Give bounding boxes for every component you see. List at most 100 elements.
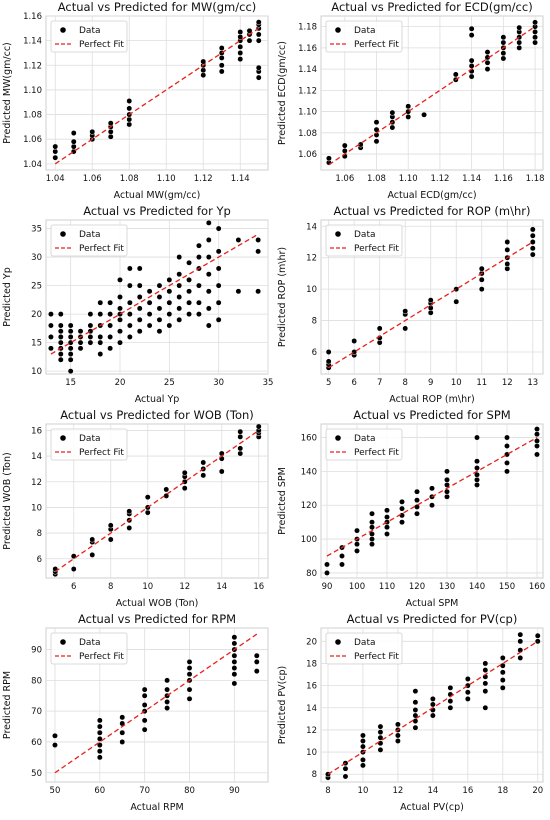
data-point: [384, 524, 390, 531]
data-point: [231, 652, 238, 659]
data-point: [474, 465, 480, 471]
data-point: [57, 311, 64, 318]
y-axis-label: Predicted PV(cp): [277, 666, 288, 745]
data-point: [534, 632, 541, 639]
x-tick-label: 150: [499, 582, 515, 592]
y-tick-label: 14: [306, 222, 317, 232]
y-tick-label: 8: [312, 317, 317, 327]
data-point: [107, 333, 114, 340]
x-tick-label: 1.06: [83, 174, 102, 184]
data-point: [215, 248, 222, 255]
data-point: [126, 299, 133, 306]
data-point: [166, 311, 173, 318]
data-point: [325, 155, 332, 162]
data-point: [325, 349, 332, 355]
legend-data-label: Data: [354, 230, 376, 240]
data-point: [325, 358, 332, 365]
x-tick-label: 25: [164, 378, 175, 388]
y-tick-label: 100: [301, 535, 317, 545]
x-tick-label: 1.18: [526, 174, 545, 184]
legend-data-marker: [60, 231, 66, 237]
data-point: [126, 265, 133, 272]
data-point: [77, 345, 84, 352]
x-tick-label: 12: [392, 786, 403, 796]
data-point: [482, 688, 489, 695]
x-tick-label: 12: [502, 378, 513, 388]
data-point: [52, 148, 59, 155]
x-tick-label: 1.14: [231, 174, 250, 184]
x-tick-label: 1.08: [120, 174, 139, 184]
data-point: [117, 294, 123, 300]
data-point: [389, 109, 396, 116]
data-point: [107, 133, 114, 140]
x-axis-label: Actual SPM: [406, 598, 459, 609]
x-tick-label: 80: [184, 786, 195, 796]
data-point: [146, 311, 153, 318]
data-point: [482, 704, 489, 711]
data-point: [205, 305, 212, 312]
x-tick-label: 15: [65, 378, 76, 388]
data-point: [255, 19, 262, 26]
data-point: [67, 333, 74, 340]
data-point: [482, 680, 489, 687]
data-point: [186, 686, 193, 693]
data-point: [324, 561, 330, 568]
legend: Data Perfect Fit: [325, 20, 403, 53]
x-tick-label: 11: [476, 378, 487, 388]
data-point: [324, 569, 330, 576]
data-point: [534, 443, 540, 449]
data-point: [215, 316, 222, 323]
data-point: [126, 333, 133, 340]
perfect-fit-line: [327, 640, 539, 775]
data-point: [205, 288, 212, 295]
y-tick-label: 20: [306, 637, 317, 647]
data-point: [186, 288, 193, 295]
data-point: [176, 294, 183, 300]
data-point: [117, 311, 123, 318]
data-point: [96, 717, 103, 724]
y-tick-label: 30: [31, 253, 42, 263]
data-point: [70, 566, 77, 572]
y-tick-label: 10: [31, 503, 42, 513]
chart-wob: Actual vs Predicted for WOB (Ton) 6 8 10 12 1…: [0, 408, 275, 612]
y-tick-label: 8: [37, 529, 42, 539]
legend-data-marker: [335, 435, 341, 441]
data-point: [464, 689, 471, 696]
data-point: [57, 322, 64, 329]
x-tick-label: 14: [216, 582, 227, 592]
chart-svg: Actual vs Predicted for ROP (m\hr) 5 6 7 8 9 1…: [277, 204, 544, 405]
data-point: [360, 762, 366, 769]
data-point: [89, 128, 96, 135]
y-tick-label: 6: [37, 555, 42, 565]
data-point: [215, 225, 222, 232]
data-point: [412, 707, 419, 713]
data-point: [464, 676, 471, 682]
data-point: [67, 322, 74, 329]
data-point: [499, 684, 506, 691]
data-point: [427, 297, 434, 304]
data-point: [200, 58, 207, 65]
data-point: [482, 667, 489, 674]
data-point: [246, 27, 253, 34]
data-point: [205, 271, 212, 278]
data-point: [205, 237, 212, 243]
chart-svg: Actual vs Predicted for WOB (Ton) 6 8 10 12 1…: [2, 408, 269, 609]
y-tick-label: 1.06: [298, 150, 317, 160]
data-point: [141, 717, 148, 724]
y-tick-label: 20: [31, 310, 42, 320]
data-point: [412, 724, 419, 731]
data-point: [534, 426, 540, 433]
x-tick-label: 1.14: [462, 174, 481, 184]
data-point: [499, 677, 506, 684]
data-point: [504, 468, 510, 475]
data-point: [126, 98, 133, 104]
data-point: [478, 286, 485, 293]
y-axis-label: Predicted Yp: [2, 267, 13, 326]
data-point: [52, 732, 58, 739]
data-point: [205, 254, 212, 261]
data-point: [376, 325, 383, 332]
data-point: [141, 702, 148, 708]
y-tick-label: 120: [301, 501, 317, 511]
data-point: [255, 248, 262, 255]
legend-fit-label: Perfect Fit: [354, 40, 399, 50]
